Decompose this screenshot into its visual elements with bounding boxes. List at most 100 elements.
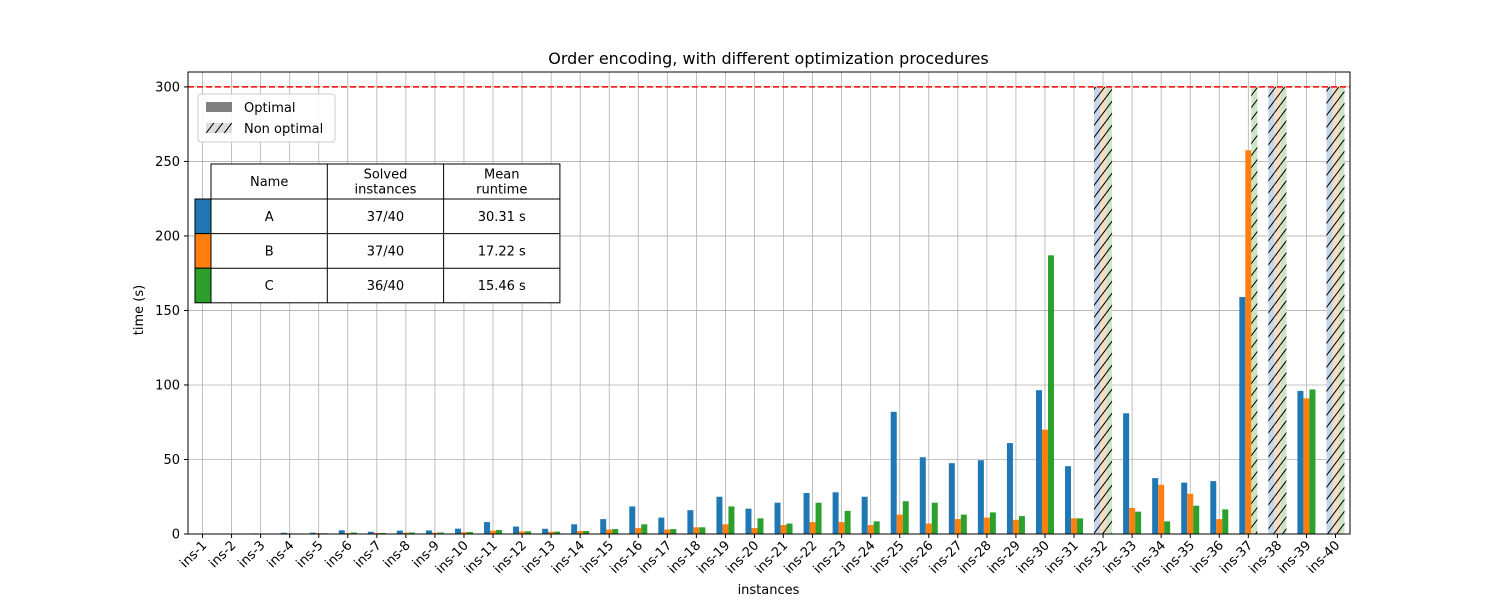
bar-c-ins-22 — [815, 502, 822, 534]
bar-a-ins-19 — [716, 496, 723, 534]
bar-a-ins-15 — [600, 519, 607, 534]
bar-b-ins-12 — [519, 531, 526, 534]
bar-c-ins-25 — [902, 501, 909, 534]
table-cell: C — [265, 279, 274, 294]
bar-c-ins-20 — [757, 518, 764, 534]
bar-c-ins-7 — [379, 532, 386, 534]
bar-a-ins-23 — [832, 492, 839, 534]
table-cell: B — [265, 244, 274, 259]
bar-hatch-b-ins-38 — [1274, 86, 1281, 534]
bar-c-ins-12 — [525, 531, 532, 534]
bar-c-ins-13 — [554, 531, 561, 534]
y-tick-label: 0 — [172, 528, 180, 543]
bar-b-ins-28 — [983, 517, 990, 534]
bar-b-ins-31 — [1071, 518, 1078, 534]
bar-c-ins-17 — [670, 529, 677, 534]
bars — [193, 86, 1345, 534]
bar-a-ins-25 — [890, 411, 897, 534]
bar-c-ins-36 — [1222, 509, 1229, 534]
bar-b-ins-34 — [1158, 484, 1165, 534]
x-axis: ins-1ins-2ins-3ins-4ins-5ins-6ins-7ins-8… — [177, 534, 1343, 577]
table-header-cell: Solved — [364, 168, 408, 183]
bar-c-ins-39 — [1309, 389, 1316, 534]
table-cell: 37/40 — [367, 244, 404, 259]
bar-b-ins-30 — [1041, 429, 1048, 534]
y-tick-label: 300 — [155, 80, 180, 95]
bar-c-ins-8 — [408, 532, 415, 534]
bar-b-ins-7 — [373, 532, 380, 534]
bar-c-ins-29 — [1018, 516, 1025, 534]
bar-b-ins-11 — [490, 530, 497, 534]
legend-box — [197, 93, 336, 143]
x-tick-label: ins-5 — [294, 538, 327, 571]
bar-c-ins-35 — [1193, 505, 1200, 534]
chart-title: Order encoding, with different optimizat… — [548, 49, 988, 68]
y-axis-label: time (s) — [132, 285, 147, 335]
bar-a-ins-5 — [309, 532, 316, 534]
bar-b-ins-22 — [809, 522, 816, 534]
bar-b-ins-10 — [460, 532, 467, 534]
bar-a-ins-36 — [1210, 481, 1217, 534]
bar-c-ins-34 — [1164, 521, 1171, 534]
bar-hatch-c-ins-38 — [1280, 86, 1287, 534]
bar-b-ins-17 — [664, 529, 671, 534]
x-tick-label: ins-40 — [1305, 538, 1344, 577]
bar-c-ins-24 — [873, 521, 880, 534]
bar-c-ins-10 — [466, 532, 473, 534]
bar-b-ins-23 — [838, 522, 845, 534]
bar-a-ins-33 — [1123, 413, 1130, 534]
bar-c-ins-9 — [437, 532, 444, 534]
bar-a-ins-29 — [1006, 443, 1013, 534]
bar-b-ins-36 — [1216, 519, 1223, 534]
bar-b-ins-37 — [1245, 150, 1252, 534]
bar-a-ins-17 — [658, 517, 665, 534]
bar-hatch-c-ins-32 — [1106, 86, 1113, 534]
x-tick-label: ins-1 — [177, 538, 210, 571]
bar-a-ins-24 — [861, 496, 868, 534]
bar-a-ins-7 — [367, 531, 374, 534]
bar-b-ins-20 — [751, 528, 758, 534]
bar-c-ins-16 — [641, 524, 648, 534]
bar-c-ins-15 — [612, 529, 619, 534]
bar-c-ins-18 — [699, 527, 706, 534]
bar-b-ins-9 — [431, 532, 438, 534]
bar-c-ins-14 — [583, 531, 590, 534]
legend-label-non-optimal: Non optimal — [244, 122, 323, 137]
x-tick-label: ins-8 — [381, 538, 414, 571]
bar-a-ins-10 — [454, 528, 461, 534]
x-tick-label: ins-6 — [323, 538, 356, 571]
bar-a-ins-13 — [542, 528, 549, 534]
table-header-cell: instances — [355, 183, 417, 198]
bar-hatch-c-ins-40 — [1338, 86, 1345, 534]
bar-c-ins-19 — [728, 506, 735, 534]
bar-c-ins-23 — [844, 510, 851, 534]
bar-c-ins-28 — [989, 512, 996, 534]
bar-hatch-a-ins-38 — [1268, 86, 1275, 534]
y-tick-label: 100 — [155, 378, 180, 393]
bar-b-ins-18 — [693, 527, 700, 534]
bar-c-ins-31 — [1077, 518, 1084, 534]
table-cell: 30.31 s — [478, 210, 526, 225]
bar-c-ins-26 — [931, 502, 938, 534]
bar-c-ins-30 — [1047, 255, 1054, 534]
bar-b-ins-21 — [780, 525, 787, 534]
bar-a-ins-26 — [919, 457, 926, 534]
table-cell: 15.46 s — [478, 279, 526, 294]
bar-a-ins-6 — [338, 530, 345, 534]
bar-c-ins-33 — [1135, 511, 1142, 534]
bar-b-ins-19 — [722, 524, 729, 534]
bar-c-ins-11 — [496, 529, 503, 534]
table-cell: 37/40 — [367, 210, 404, 225]
table-header-cell: runtime — [476, 183, 527, 198]
table-cell: 17.22 s — [478, 244, 526, 259]
bar-b-ins-14 — [577, 531, 584, 534]
bar-b-ins-33 — [1129, 507, 1136, 534]
x-axis-label: instances — [738, 583, 800, 598]
table-row-color-swatch — [194, 233, 212, 269]
bar-c-ins-6 — [350, 532, 357, 534]
bar-b-ins-35 — [1187, 493, 1194, 534]
bar-c-ins-27 — [960, 514, 967, 534]
axes-frame — [187, 71, 1351, 535]
table-cell: A — [265, 210, 274, 225]
bar-b-ins-25 — [896, 514, 903, 534]
